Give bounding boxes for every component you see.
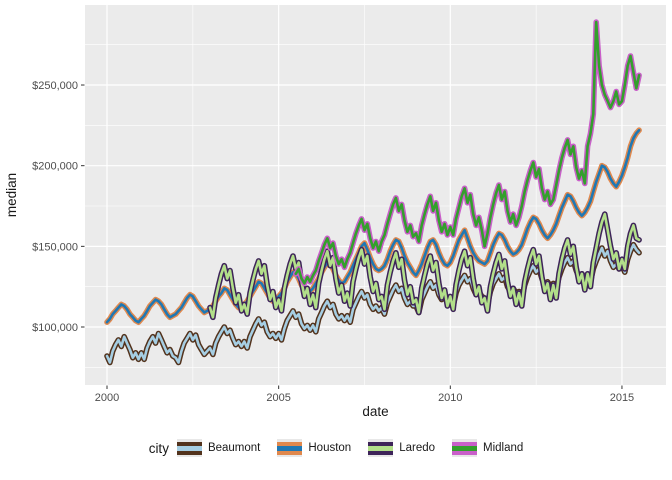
legend-label: Houston (308, 442, 352, 454)
y-tick-label: $100,000 (32, 322, 78, 334)
series-line-laredo (208, 212, 641, 319)
legend-item-laredo: Laredo (368, 439, 435, 457)
y-tick-label: $200,000 (32, 161, 78, 173)
y-tick-label: $150,000 (32, 241, 78, 253)
legend-key-icon (452, 439, 478, 457)
legend-title: city (148, 440, 169, 456)
legend-item-beaumont: Beaumont (176, 439, 261, 457)
legend-key-icon (176, 439, 202, 457)
chart-canvas: 2000 2005 2010 2015 $100,000 $150,000 $200,000… (4, 5, 666, 419)
plot-panel (85, 5, 666, 385)
legend-key-icon (368, 439, 394, 457)
legend: city Beaumont Houston Laredo Midland (0, 439, 672, 457)
y-tick-label: $250,000 (32, 80, 78, 92)
legend-label: Midland (483, 442, 524, 454)
legend-item-midland: Midland (452, 439, 523, 457)
legend-item-houston: Houston (277, 439, 351, 457)
y-axis-title: median (4, 173, 19, 217)
x-tick-label: 2005 (266, 392, 290, 404)
legend-label: Laredo (399, 442, 436, 454)
legend-label: Beaumont (207, 442, 261, 454)
x-tick-label: 2010 (438, 392, 462, 404)
series-line-houston (105, 128, 641, 324)
legend-items: Beaumont Houston Laredo Midland (176, 439, 523, 457)
legend-key-icon (277, 439, 303, 457)
x-tick-label: 2015 (610, 392, 634, 404)
x-axis-title: date (362, 404, 388, 419)
x-tick-label: 2000 (95, 392, 119, 404)
series-line-midland (294, 20, 641, 285)
